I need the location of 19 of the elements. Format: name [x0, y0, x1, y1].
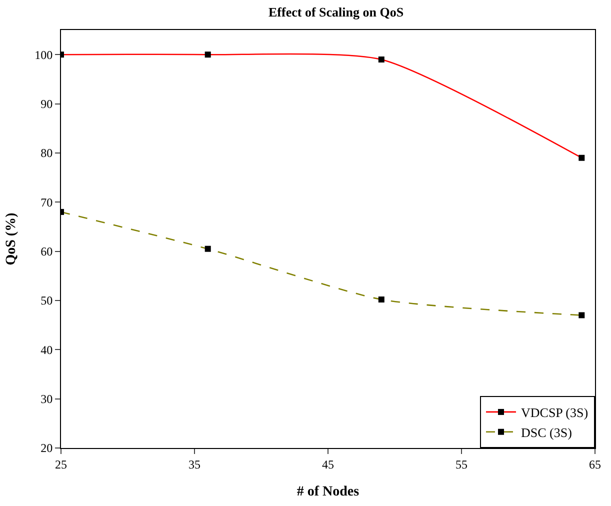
x-tick-label: 35 — [188, 457, 200, 472]
y-tick-label: 50 — [40, 294, 53, 308]
y-tick-label: 90 — [40, 96, 53, 111]
y-tick-label: 40 — [40, 342, 53, 357]
y-tick-label: 30 — [40, 392, 53, 406]
y-tick-label: 100 — [34, 48, 53, 62]
x-axis-title: # of Nodes — [296, 484, 360, 500]
y-tick-label: 20 — [40, 441, 53, 456]
legend-label: DSC (3S) — [521, 424, 572, 440]
y-axis-title: QoS (%) — [4, 212, 20, 266]
x-tick-label: 65 — [589, 457, 601, 472]
y-tick-label: 60 — [40, 244, 53, 258]
y-tick-label: 70 — [40, 195, 53, 210]
legend-label: VDCSP (3S) — [521, 405, 588, 420]
x-tick-label: 55 — [456, 457, 468, 472]
chart-title: Effect of Scaling on QoS — [268, 4, 404, 20]
y-tick-label: 80 — [40, 146, 53, 160]
x-tick-label: 25 — [55, 457, 67, 472]
x-tick-label: 45 — [322, 457, 334, 472]
